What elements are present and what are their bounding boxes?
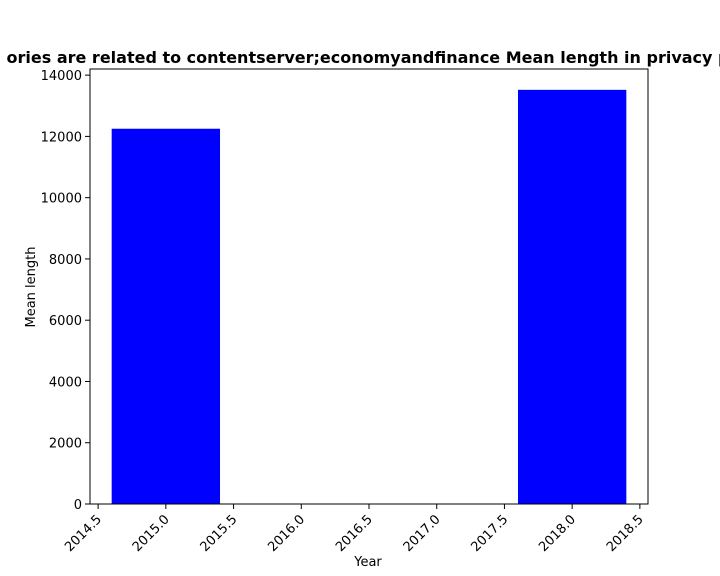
x-axis: 2014.5 2015.0 2015.5 2016.0 2016.5 2017.0 2017…: [62, 504, 647, 555]
x-axis-label: Year: [353, 555, 382, 570]
x-tick-label: 2016.5: [333, 512, 376, 555]
x-tick-label: 2018.0: [536, 512, 579, 555]
bar: [111, 128, 221, 505]
x-tick-label: 2015.5: [198, 512, 241, 555]
x-tick-label: 2017.5: [468, 512, 511, 555]
y-tick-label: 12000: [41, 130, 82, 145]
y-tick-label: 0: [74, 498, 82, 513]
bar: [517, 89, 627, 504]
x-tick-label: 2015.0: [130, 512, 173, 555]
y-tick-label: 6000: [49, 314, 82, 329]
y-tick-label: 4000: [49, 375, 82, 390]
x-tick-label: 2018.5: [604, 512, 647, 555]
x-tick-label: 2014.5: [62, 512, 105, 555]
y-tick-label: 10000: [41, 192, 82, 207]
x-tick-label: 2017.0: [401, 512, 444, 555]
plot-area: [89, 68, 649, 505]
y-tick-label: 14000: [41, 69, 82, 84]
x-tick-label: 2016.0: [265, 512, 308, 555]
chart-title: ories are related to contentserver;econo…: [7, 48, 720, 67]
y-axis: 0 2000 4000 6000 8000 10000 12000 14000: [41, 69, 90, 513]
y-axis-label: Mean length: [24, 247, 39, 328]
y-tick-label: 2000: [49, 437, 82, 452]
y-tick-label: 8000: [49, 253, 82, 268]
